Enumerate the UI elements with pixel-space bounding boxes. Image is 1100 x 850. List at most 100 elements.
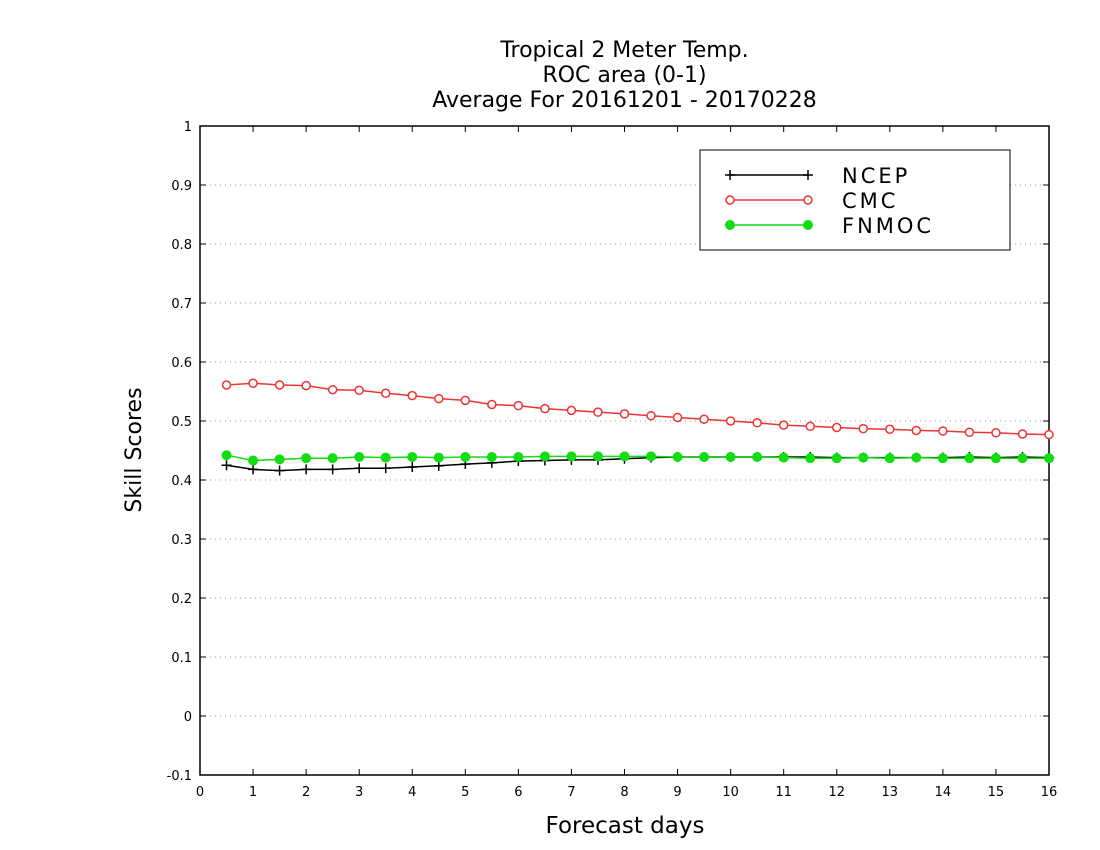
y-axis-label: Skill Scores [122, 387, 147, 512]
data-point-ncep [221, 460, 232, 471]
x-tick-label: 12 [828, 785, 845, 800]
data-point-cmc [513, 400, 524, 411]
data-point-cmc [1044, 429, 1054, 440]
chart-title-line-3: Average For 20161201 - 20170228 [432, 88, 817, 113]
data-point-fnmoc [752, 451, 763, 462]
data-point-fnmoc [699, 451, 710, 462]
data-point-fnmoc [301, 453, 312, 464]
legend-marker-ncep [803, 170, 813, 180]
y-tick-label: 0.7 [171, 297, 192, 312]
x-tick-label: 6 [514, 785, 522, 800]
legend-label-fnmoc: FNMOC [842, 214, 934, 238]
data-point-fnmoc [248, 455, 259, 466]
data-point-ncep [301, 464, 312, 475]
x-tick-label: 5 [461, 785, 469, 800]
series-fnmoc [221, 450, 1054, 466]
data-point-fnmoc [1017, 453, 1028, 464]
legend-entry-fnmoc: FNMOC [725, 214, 934, 238]
x-tick-label: 9 [673, 785, 681, 800]
data-point-fnmoc [380, 452, 391, 463]
data-point-fnmoc [990, 453, 1001, 464]
series-line-ncep [226, 456, 1050, 472]
data-point-fnmoc [964, 453, 975, 464]
axis-ticks: 10.90.80.70.60.50.40.30.20.10-0.10 1 2 3 4 5 6… [167, 120, 1058, 800]
data-point-cmc [274, 380, 285, 390]
data-point-cmc [327, 384, 338, 395]
data-point-ncep [274, 465, 285, 476]
data-point-fnmoc [566, 451, 577, 462]
y-tick-label: 0 [184, 710, 192, 725]
data-point-cmc [566, 405, 577, 416]
data-point-cmc [725, 416, 736, 426]
x-axis-label: Forecast days [546, 813, 705, 839]
data-point-fnmoc [592, 451, 603, 462]
data-point-cmc [752, 418, 762, 428]
data-point-cmc [354, 385, 364, 396]
data-point-cmc [619, 409, 630, 419]
data-point-fnmoc [274, 454, 285, 465]
grid-lines [200, 184, 1049, 717]
x-tick-label: 8 [620, 785, 628, 800]
data-point-fnmoc [407, 451, 418, 462]
data-point-cmc [911, 425, 922, 436]
chart-title-line-2: ROC area (0-1) [542, 63, 707, 88]
data-point-fnmoc [672, 451, 683, 462]
y-tick-label: -0.1 [167, 769, 192, 784]
data-point-fnmoc [858, 452, 869, 463]
data-point-fnmoc [937, 453, 948, 464]
legend-marker-ncep [725, 170, 735, 180]
y-tick-label: 0.8 [171, 238, 192, 253]
series-line-cmc [226, 382, 1050, 436]
data-point-fnmoc [486, 451, 497, 462]
x-tick-label: 1 [249, 785, 257, 800]
data-point-cmc [778, 420, 789, 430]
x-tick-label: 16 [1041, 785, 1058, 800]
data-point-cmc [938, 426, 948, 436]
data-point-cmc [858, 423, 869, 434]
x-tick-label: 14 [935, 785, 952, 800]
data-point-ncep [248, 464, 259, 475]
legend-entry-ncep: NCEP [725, 164, 910, 188]
chart-title-line-1: Tropical 2 Meter Temp. [500, 38, 749, 63]
legend-marker-fnmoc [725, 220, 735, 230]
data-point-fnmoc [725, 451, 736, 462]
legend-marker-cmc [725, 195, 735, 205]
data-point-cmc [540, 403, 550, 414]
data-point-cmc [1017, 429, 1028, 439]
data-point-cmc [380, 388, 391, 399]
x-tick-label: 0 [196, 785, 204, 800]
x-tick-label: 7 [567, 785, 575, 800]
legend-label-ncep: NCEP [842, 164, 910, 188]
data-point-ncep [327, 464, 338, 475]
data-point-cmc [593, 407, 603, 417]
data-point-cmc [964, 427, 975, 437]
y-tick-label: 0.9 [171, 179, 192, 194]
data-point-cmc [434, 393, 444, 404]
data-point-fnmoc [513, 451, 524, 462]
x-tick-label: 2 [302, 785, 310, 800]
y-tick-label: 1 [184, 120, 192, 135]
data-point-cmc [832, 422, 842, 433]
legend-label-cmc: CMC [842, 189, 898, 213]
x-tick-label: 3 [355, 785, 363, 800]
data-point-cmc [301, 380, 311, 391]
data-point-cmc [885, 424, 895, 435]
data-point-fnmoc [911, 452, 922, 463]
data-point-fnmoc [1044, 453, 1054, 464]
data-point-cmc [805, 421, 815, 432]
x-tick-label: 4 [408, 785, 416, 800]
data-point-fnmoc [884, 453, 895, 464]
y-tick-label: 0.1 [171, 651, 192, 666]
legend-marker-cmc [803, 195, 813, 205]
data-point-fnmoc [831, 453, 842, 464]
data-point-fnmoc [539, 451, 550, 462]
data-point-fnmoc [327, 453, 338, 464]
data-point-cmc [221, 380, 232, 390]
data-point-cmc [699, 414, 709, 424]
data-point-cmc [407, 390, 417, 401]
data-point-fnmoc [354, 451, 365, 462]
y-tick-label: 0.4 [171, 474, 192, 489]
